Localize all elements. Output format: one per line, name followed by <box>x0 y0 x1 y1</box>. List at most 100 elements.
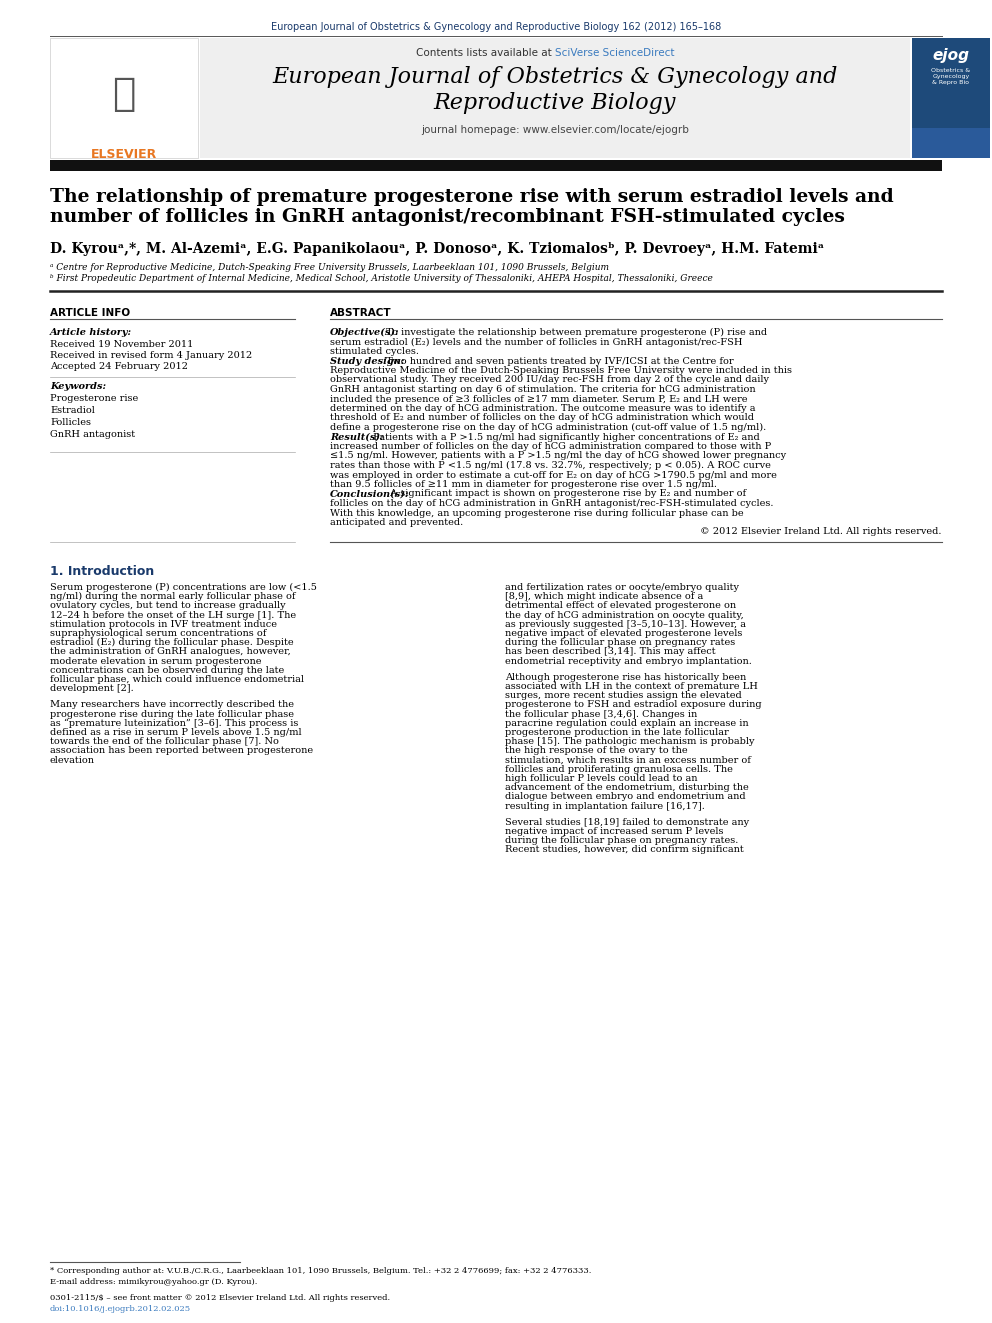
Text: [8,9], which might indicate absence of a: [8,9], which might indicate absence of a <box>505 593 703 601</box>
Text: progesterone production in the late follicular: progesterone production in the late foll… <box>505 728 729 737</box>
Text: D. Kyrouᵃ,*, M. Al-Azemiᵃ, E.G. Papanikolaouᵃ, P. Donosoᵃ, K. Tziomalosᵇ, P. Dev: D. Kyrouᵃ,*, M. Al-Azemiᵃ, E.G. Papaniko… <box>50 242 824 255</box>
Text: negative impact of increased serum P levels: negative impact of increased serum P lev… <box>505 827 723 836</box>
Text: ng/ml) during the normal early follicular phase of: ng/ml) during the normal early follicula… <box>50 593 296 602</box>
Text: The relationship of premature progesterone rise with serum estradiol levels and: The relationship of premature progestero… <box>50 188 894 206</box>
Text: Reproductive Medicine of the Dutch-Speaking Brussels Free University were includ: Reproductive Medicine of the Dutch-Speak… <box>330 366 792 374</box>
Text: dialogue between embryo and endometrium and: dialogue between embryo and endometrium … <box>505 792 746 802</box>
Text: ᵃ Centre for Reproductive Medicine, Dutch-Speaking Free University Brussels, Laa: ᵃ Centre for Reproductive Medicine, Dutc… <box>50 263 609 273</box>
Text: ELSEVIER: ELSEVIER <box>91 148 157 161</box>
Text: Obstetrics &
Gynecology
& Repro Bio: Obstetrics & Gynecology & Repro Bio <box>931 67 970 85</box>
Text: European Journal of Obstetrics & Gynecology and: European Journal of Obstetrics & Gynecol… <box>273 66 837 89</box>
Text: Reproductive Biology: Reproductive Biology <box>434 93 677 114</box>
Text: Estradiol: Estradiol <box>50 406 95 415</box>
Text: Two hundred and seven patients treated by IVF/ICSI at the Centre for: Two hundred and seven patients treated b… <box>383 356 733 365</box>
Text: 🌳: 🌳 <box>112 75 136 112</box>
Bar <box>200 38 910 157</box>
Text: endometrial receptivity and embryo implantation.: endometrial receptivity and embryo impla… <box>505 656 752 665</box>
Text: Study design:: Study design: <box>330 356 405 365</box>
Text: the administration of GnRH analogues, however,: the administration of GnRH analogues, ho… <box>50 647 291 656</box>
Text: ejog: ejog <box>932 48 969 64</box>
Text: follicles and proliferating granulosa cells. The: follicles and proliferating granulosa ce… <box>505 765 733 774</box>
Text: A significant impact is shown on progesterone rise by E₂ and number of: A significant impact is shown on progest… <box>387 490 746 499</box>
Text: 12–24 h before the onset of the LH surge [1]. The: 12–24 h before the onset of the LH surge… <box>50 611 297 619</box>
Text: the day of hCG administration on oocyte quality,: the day of hCG administration on oocyte … <box>505 611 744 619</box>
Text: © 2012 Elsevier Ireland Ltd. All rights reserved.: © 2012 Elsevier Ireland Ltd. All rights … <box>700 528 942 537</box>
Text: ABSTRACT: ABSTRACT <box>330 308 392 318</box>
Text: journal homepage: www.elsevier.com/locate/ejogrb: journal homepage: www.elsevier.com/locat… <box>421 124 688 135</box>
Text: progesterone to FSH and estradiol exposure during: progesterone to FSH and estradiol exposu… <box>505 700 762 709</box>
Text: resulting in implantation failure [16,17].: resulting in implantation failure [16,17… <box>505 802 705 811</box>
Text: rates than those with P <1.5 ng/ml (17.8 vs. 32.7%, respectively; p < 0.05). A R: rates than those with P <1.5 ng/ml (17.8… <box>330 460 771 470</box>
Text: Received in revised form 4 January 2012: Received in revised form 4 January 2012 <box>50 351 252 360</box>
Text: ovulatory cycles, but tend to increase gradually: ovulatory cycles, but tend to increase g… <box>50 602 286 610</box>
Text: stimulated cycles.: stimulated cycles. <box>330 347 419 356</box>
Text: estradiol (E₂) during the follicular phase. Despite: estradiol (E₂) during the follicular pha… <box>50 638 294 647</box>
Text: progesterone rise during the late follicular phase: progesterone rise during the late follic… <box>50 709 294 718</box>
Text: phase [15]. The pathologic mechanism is probably: phase [15]. The pathologic mechanism is … <box>505 737 755 746</box>
Text: increased number of follicles on the day of hCG administration compared to those: increased number of follicles on the day… <box>330 442 771 451</box>
Text: and fertilization rates or oocyte/embryo quality: and fertilization rates or oocyte/embryo… <box>505 583 739 591</box>
Text: ≤1.5 ng/ml. However, patients with a P >1.5 ng/ml the day of hCG showed lower pr: ≤1.5 ng/ml. However, patients with a P >… <box>330 451 786 460</box>
Bar <box>50 38 198 157</box>
Text: stimulation, which results in an excess number of: stimulation, which results in an excess … <box>505 755 751 765</box>
Text: define a progesterone rise on the day of hCG administration (cut-off value of 1.: define a progesterone rise on the day of… <box>330 423 766 433</box>
Text: observational study. They received 200 IU/day rec-FSH from day 2 of the cycle an: observational study. They received 200 I… <box>330 376 769 385</box>
Text: negative impact of elevated progesterone levels: negative impact of elevated progesterone… <box>505 628 742 638</box>
Text: concentrations can be observed during the late: concentrations can be observed during th… <box>50 665 285 675</box>
Text: defined as a rise in serum P levels above 1.5 ng/ml: defined as a rise in serum P levels abov… <box>50 728 302 737</box>
Text: stimulation protocols in IVF treatment induce: stimulation protocols in IVF treatment i… <box>50 619 277 628</box>
Text: during the follicular phase on pregnancy rates: during the follicular phase on pregnancy… <box>505 638 735 647</box>
Text: Several studies [18,19] failed to demonstrate any: Several studies [18,19] failed to demons… <box>505 818 749 827</box>
Text: elevation: elevation <box>50 755 95 765</box>
Text: Many researchers have incorrectly described the: Many researchers have incorrectly descri… <box>50 700 294 709</box>
Text: Conclusion(s):: Conclusion(s): <box>330 490 410 499</box>
Text: the high response of the ovary to the: the high response of the ovary to the <box>505 746 687 755</box>
Text: E-mail address: mimikyrou@yahoo.gr (D. Kyrou).: E-mail address: mimikyrou@yahoo.gr (D. K… <box>50 1278 257 1286</box>
Text: surges, more recent studies assign the elevated: surges, more recent studies assign the e… <box>505 691 742 700</box>
Text: determined on the day of hCG administration. The outcome measure was to identify: determined on the day of hCG administrat… <box>330 404 756 413</box>
Text: towards the end of the follicular phase [7]. No: towards the end of the follicular phase … <box>50 737 279 746</box>
Text: ARTICLE INFO: ARTICLE INFO <box>50 308 130 318</box>
Text: Accepted 24 February 2012: Accepted 24 February 2012 <box>50 363 188 370</box>
Text: as “premature luteinization” [3–6]. This process is: as “premature luteinization” [3–6]. This… <box>50 718 299 728</box>
Text: Received 19 November 2011: Received 19 November 2011 <box>50 340 193 349</box>
Text: than 9.5 follicles of ≥11 mm in diameter for progesterone rise over 1.5 ng/ml.: than 9.5 follicles of ≥11 mm in diameter… <box>330 480 717 490</box>
Text: GnRH antagonist starting on day 6 of stimulation. The criteria for hCG administr: GnRH antagonist starting on day 6 of sti… <box>330 385 756 394</box>
Text: anticipated and prevented.: anticipated and prevented. <box>330 519 463 527</box>
Text: 0301-2115/$ – see front matter © 2012 Elsevier Ireland Ltd. All rights reserved.: 0301-2115/$ – see front matter © 2012 El… <box>50 1294 390 1302</box>
Bar <box>912 38 990 128</box>
Text: Article history:: Article history: <box>50 328 132 337</box>
Text: advancement of the endometrium, disturbing the: advancement of the endometrium, disturbi… <box>505 783 749 792</box>
Text: SciVerse ScienceDirect: SciVerse ScienceDirect <box>555 48 675 58</box>
Text: With this knowledge, an upcoming progesterone rise during follicular phase can b: With this knowledge, an upcoming progest… <box>330 508 744 517</box>
Text: To investigate the relationship between premature progesterone (P) rise and: To investigate the relationship between … <box>383 328 767 337</box>
Text: Result(s):: Result(s): <box>330 433 384 442</box>
Text: high follicular P levels could lead to an: high follicular P levels could lead to a… <box>505 774 697 783</box>
Text: association has been reported between progesterone: association has been reported between pr… <box>50 746 313 755</box>
Text: Contents lists available at: Contents lists available at <box>416 48 555 58</box>
Bar <box>912 128 990 157</box>
Text: paracrine regulation could explain an increase in: paracrine regulation could explain an in… <box>505 718 749 728</box>
Text: Serum progesterone (P) concentrations are low (<1.5: Serum progesterone (P) concentrations ar… <box>50 583 316 593</box>
Text: GnRH antagonist: GnRH antagonist <box>50 430 135 439</box>
Text: 1. Introduction: 1. Introduction <box>50 565 154 578</box>
Text: Keywords:: Keywords: <box>50 382 106 392</box>
Text: Recent studies, however, did confirm significant: Recent studies, however, did confirm sig… <box>505 845 744 855</box>
Text: follicular phase, which could influence endometrial: follicular phase, which could influence … <box>50 675 304 684</box>
Text: as previously suggested [3–5,10–13]. However, a: as previously suggested [3–5,10–13]. How… <box>505 619 746 628</box>
Text: ᵇ First Propedeutic Department of Internal Medicine, Medical School, Aristotle U: ᵇ First Propedeutic Department of Intern… <box>50 274 713 283</box>
Text: has been described [3,14]. This may affect: has been described [3,14]. This may affe… <box>505 647 715 656</box>
Text: during the follicular phase on pregnancy rates.: during the follicular phase on pregnancy… <box>505 836 738 845</box>
Text: European Journal of Obstetrics & Gynecology and Reproductive Biology 162 (2012) : European Journal of Obstetrics & Gynecol… <box>271 22 721 32</box>
Text: detrimental effect of elevated progesterone on: detrimental effect of elevated progester… <box>505 602 736 610</box>
Text: Follicles: Follicles <box>50 418 91 427</box>
Text: Patients with a P >1.5 ng/ml had significantly higher concentrations of E₂ and: Patients with a P >1.5 ng/ml had signifi… <box>370 433 760 442</box>
Text: included the presence of ≥3 follicles of ≥17 mm diameter. Serum P, E₂ and LH wer: included the presence of ≥3 follicles of… <box>330 394 748 404</box>
Text: Objective(s):: Objective(s): <box>330 328 400 337</box>
Text: associated with LH in the context of premature LH: associated with LH in the context of pre… <box>505 681 758 691</box>
Bar <box>50 160 942 171</box>
Text: * Corresponding author at: V.U.B./C.R.G., Laarbeeklaan 101, 1090 Brussels, Belgi: * Corresponding author at: V.U.B./C.R.G.… <box>50 1267 591 1275</box>
Text: doi:10.1016/j.ejogrb.2012.02.025: doi:10.1016/j.ejogrb.2012.02.025 <box>50 1304 191 1312</box>
Text: Although progesterone rise has historically been: Although progesterone rise has historica… <box>505 673 746 681</box>
Text: moderate elevation in serum progesterone: moderate elevation in serum progesterone <box>50 656 262 665</box>
